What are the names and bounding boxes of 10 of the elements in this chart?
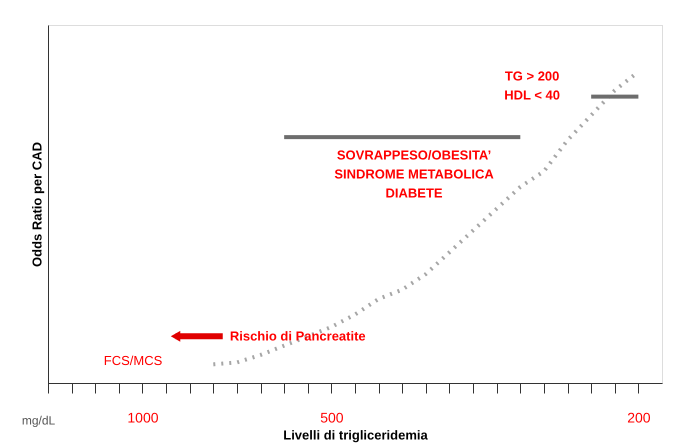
x-tick-label: 200	[627, 410, 651, 426]
annotation: Rischio di Pancreatite	[230, 328, 366, 344]
x-axis-title: Livelli di trigliceridemia	[283, 428, 429, 442]
annotation: TG > 200 HDL < 40	[504, 68, 560, 102]
text: mg/dL	[22, 413, 56, 428]
annotation: SOVRAPPESO/OBESITA’ SINDROME METABOLICA DIABETE	[334, 148, 494, 201]
x-tick-label: 1000	[127, 410, 159, 426]
x-tick-label: 500	[320, 410, 344, 426]
y-axis-title: Odds Ratio per CAD	[30, 142, 44, 267]
annotation: FCS/MCS	[104, 353, 163, 368]
